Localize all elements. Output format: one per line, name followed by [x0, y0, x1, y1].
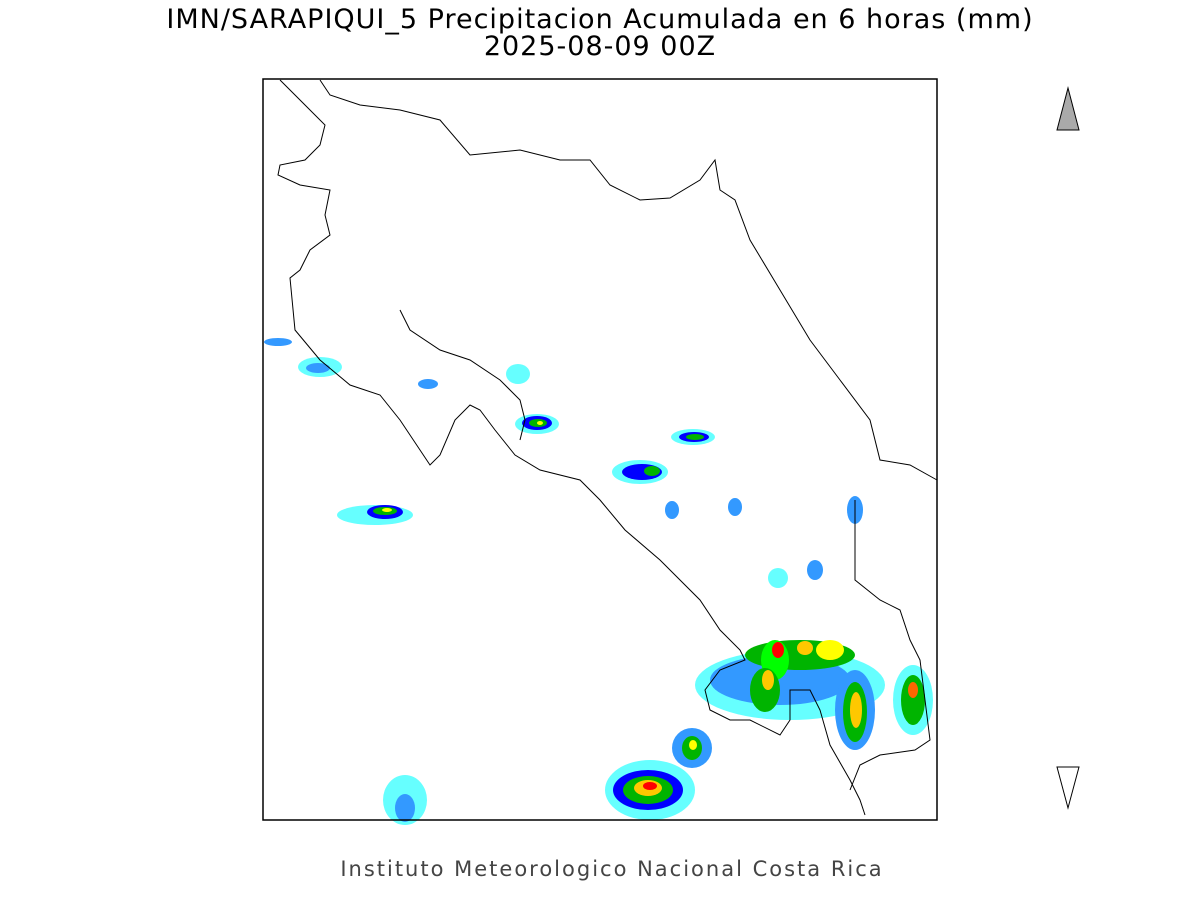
precipitation	[264, 338, 933, 825]
map-title: IMN/SARAPIQUI_5 Precipitacion Acumulada …	[166, 4, 1033, 35]
colorbar	[1056, 86, 1080, 810]
map-subtitle: 2025-08-09 00Z	[484, 31, 716, 62]
footer: Instituto Meteorologico Nacional Costa R…	[340, 857, 883, 881]
coastline	[277, 79, 938, 816]
map-frame	[262, 78, 938, 821]
